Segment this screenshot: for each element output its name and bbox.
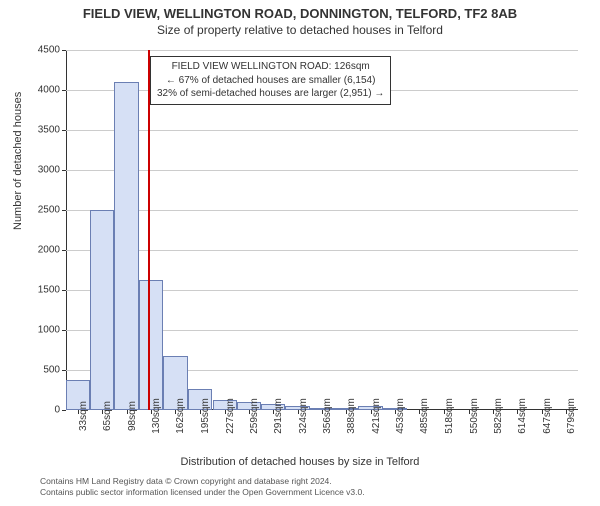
footer-attribution: Contains HM Land Registry data © Crown c… — [40, 476, 365, 497]
x-tick-label: 162sqm — [175, 398, 186, 434]
x-tick-label: 388sqm — [346, 398, 357, 434]
histogram-bar — [114, 82, 139, 410]
y-axis-line — [66, 50, 67, 410]
chart-plot-area: 05001000150020002500300035004000450033sq… — [66, 50, 578, 410]
y-tick-mark — [62, 50, 66, 51]
chart-title-line1: FIELD VIEW, WELLINGTON ROAD, DONNINGTON,… — [0, 6, 600, 21]
x-tick-label: 582sqm — [493, 398, 504, 434]
y-tick-label: 500 — [43, 365, 60, 376]
y-tick-label: 2500 — [38, 205, 60, 216]
y-tick-label: 4500 — [38, 45, 60, 56]
x-tick-label: 356sqm — [322, 398, 333, 434]
y-tick-label: 1000 — [38, 325, 60, 336]
y-tick-label: 2000 — [38, 245, 60, 256]
x-tick-label: 130sqm — [151, 398, 162, 434]
y-tick-label: 3000 — [38, 165, 60, 176]
y-tick-mark — [62, 290, 66, 291]
y-tick-label: 1500 — [38, 285, 60, 296]
x-tick-label: 291sqm — [273, 398, 284, 434]
x-tick-label: 679sqm — [566, 398, 577, 434]
grid-line — [66, 170, 578, 171]
x-tick-label: 614sqm — [517, 398, 528, 434]
footer-line2: Contains public sector information licen… — [40, 487, 365, 498]
annotation-line2: ← 67% of detached houses are smaller (6,… — [157, 74, 384, 88]
y-tick-mark — [62, 370, 66, 371]
annotation-box: FIELD VIEW WELLINGTON ROAD: 126sqm ← 67%… — [150, 56, 391, 105]
y-tick-label: 3500 — [38, 125, 60, 136]
chart-title-line2: Size of property relative to detached ho… — [0, 23, 600, 37]
y-tick-mark — [62, 410, 66, 411]
y-tick-label: 4000 — [38, 85, 60, 96]
y-tick-mark — [62, 250, 66, 251]
x-axis-title: Distribution of detached houses by size … — [0, 456, 600, 468]
grid-line — [66, 50, 578, 51]
x-tick-label: 518sqm — [444, 398, 455, 434]
grid-line — [66, 250, 578, 251]
y-tick-label: 0 — [54, 405, 60, 416]
y-tick-mark — [62, 170, 66, 171]
x-tick-label: 550sqm — [469, 398, 480, 434]
x-tick-label: 227sqm — [225, 398, 236, 434]
annotation-line1: FIELD VIEW WELLINGTON ROAD: 126sqm — [157, 60, 384, 74]
y-axis-title: Number of detached houses — [12, 92, 24, 230]
x-tick-label: 324sqm — [298, 398, 309, 434]
annotation-line3: 32% of semi-detached houses are larger (… — [157, 87, 384, 101]
y-tick-mark — [62, 330, 66, 331]
histogram-bar — [90, 210, 114, 410]
x-tick-label: 485sqm — [419, 398, 430, 434]
y-tick-mark — [62, 90, 66, 91]
y-tick-mark — [62, 210, 66, 211]
x-tick-label: 259sqm — [249, 398, 260, 434]
x-tick-label: 421sqm — [371, 398, 382, 434]
grid-line — [66, 130, 578, 131]
footer-line1: Contains HM Land Registry data © Crown c… — [40, 476, 365, 487]
x-tick-label: 647sqm — [542, 398, 553, 434]
x-tick-label: 33sqm — [78, 401, 89, 431]
x-tick-label: 195sqm — [200, 398, 211, 434]
y-tick-mark — [62, 130, 66, 131]
histogram-bar — [139, 280, 163, 410]
x-tick-label: 98sqm — [127, 401, 138, 431]
grid-line — [66, 210, 578, 211]
x-tick-label: 65sqm — [102, 401, 113, 431]
x-tick-label: 453sqm — [395, 398, 406, 434]
